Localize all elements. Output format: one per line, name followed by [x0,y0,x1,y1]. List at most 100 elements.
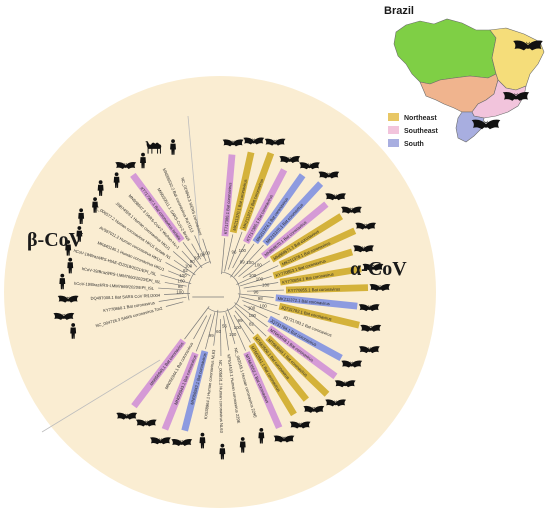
alpha-leaf-label: KY770855.1 Bat coronavirus [288,286,340,293]
human-host-icon [59,273,66,290]
bootstrap-value: 60 [216,329,221,334]
human-host-icon [67,257,74,274]
bat-host-icon [355,222,377,230]
bat-host-icon [318,171,340,179]
human-host-icon [92,197,98,213]
bat-host-icon [57,295,79,303]
bootstrap-value: 100 [254,262,262,267]
bootstrap-value: 100 [246,260,254,265]
bat-host-icon [340,206,362,214]
human-host-icon [97,180,104,196]
human-host-icon [140,152,146,169]
map-region-south [455,111,485,143]
bootstrap-value: 100 [262,282,270,287]
bootstrap-value: 99 [240,260,245,265]
bootstrap-value: 99 [194,256,199,261]
bat-host-icon [53,312,75,320]
bat-host-icon [115,162,137,170]
camel-host-icon [145,141,162,154]
bat-host-icon [341,360,363,368]
bootstrap-value: 99 [209,333,214,338]
bat-host-icon [358,346,380,354]
bat-host-icon [135,419,157,427]
bat-host-icon [362,263,384,271]
legend-label-south: South [404,141,424,148]
beta-leaf-label: DQ497008.1 Bat SARS CoV Rf1/2004 [90,293,161,301]
human-host-icon [65,240,72,256]
bootstrap-value: 82 [249,322,254,327]
clade-divider-top [187,115,201,251]
alpha-leaf: KT717386.1 Bat coronavirus [221,154,236,237]
bootstrap-value: 100 [234,325,242,330]
human-host-icon [199,432,206,449]
bootstrap-value: 100 [249,273,257,278]
alpha-leaf: KY770855.1 Bat coronavirus [285,284,369,294]
bootstrap-value: 62 [183,268,188,273]
bat-host-icon [222,139,244,147]
bat-host-icon [273,435,295,443]
brazil-map: Brazil [384,5,545,143]
tree-branches [158,231,284,356]
bat-host-icon [149,437,171,445]
beta-leaf: DQ497008.1 Bat SARS CoV Rf1/2004 [90,293,161,301]
bat-host-icon [243,137,265,145]
human-host-icon [219,443,226,460]
bootstrap-value: 100 [260,304,268,309]
bootstrap-value: 98 [258,296,263,301]
human-host-icon [170,139,176,155]
bat-host-icon [358,304,380,312]
bootstrap-value: 100 [178,278,186,283]
legend-swatch-northeast [388,113,399,121]
bootstrap-value: 96 [254,289,259,294]
map-title: Brazil [384,5,414,17]
human-host-icon [70,323,77,339]
legend-swatch-southeast [388,126,399,134]
bat-host-icon [325,399,347,407]
bat-host-icon [289,421,311,429]
bootstrap-value: 100 [176,289,184,294]
alpha-leaf-label: MK211372.1 Bat coronavirus [277,296,330,306]
bat-host-icon [116,412,138,420]
map-legend: Northeast Southeast South [388,113,439,148]
bootstrap-value: 100 [256,277,264,282]
human-host-icon [76,226,83,242]
beta-leaf-label: hCoV-19/Brazil/RS-LMM7669/2020/EPI_ISL [74,281,155,291]
bootstrap-value: 100 [239,248,247,253]
bootstrap-value: 90 [190,259,195,264]
alpha-leaf: MK211372.1 Bat coronavirus [275,294,358,310]
map-bat-icon-southeast [502,91,530,101]
bat-host-icon [325,193,347,201]
alpha-leaf-label: KT717386.1 Bat coronavirus [223,182,233,234]
bootstrap-value: 100 [203,250,211,255]
bootstrap-value: 100 [198,253,206,258]
bat-host-icon [334,380,356,388]
bat-host-icon [171,439,193,447]
legend-swatch-south [388,139,399,147]
tree-background [4,76,436,508]
legend-label-southeast: Southeast [404,128,439,135]
bootstrap-value: 100 [248,306,256,311]
human-host-icon [78,208,85,224]
bat-host-icon [303,405,325,413]
human-host-icon [258,427,265,444]
clade-divider-bottom [41,359,161,433]
beta-cov-clade-label: β-CoV [27,229,84,251]
bootstrap-value: 100 [179,273,187,278]
bootstrap-value: 96 [232,250,237,255]
map-bat-icon-northeast [513,40,543,51]
alpha-cov-clade-label: α-CoV [350,258,407,280]
bat-host-icon [264,138,286,146]
bat-host-icon [369,284,391,292]
alpha-leaf: NC_005831.2 Human coronavirus NL63 [218,360,224,434]
bat-host-icon [279,156,301,164]
map-bat-icon-south [471,119,501,130]
bootstrap-value: 100 [229,332,237,337]
bat-host-icon [360,324,382,332]
bat-host-icon [299,162,320,170]
bootstrap-value: 98 [178,284,183,289]
human-host-icon [239,437,246,453]
map-region-north [393,18,497,85]
bat-host-icon [353,245,375,253]
